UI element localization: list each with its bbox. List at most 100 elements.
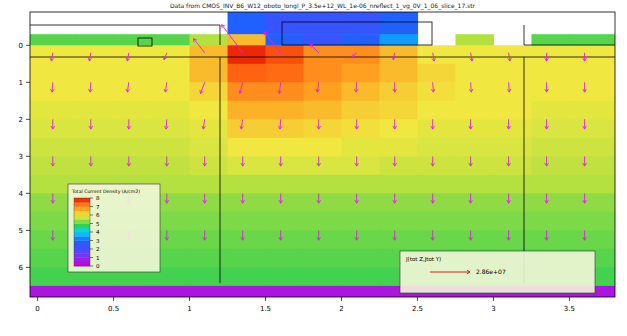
cell bbox=[455, 193, 494, 212]
vector-arrow bbox=[393, 230, 397, 240]
y-tick bbox=[26, 45, 30, 46]
cell bbox=[190, 230, 229, 249]
vector-arrow bbox=[431, 193, 435, 203]
vector-arrow bbox=[165, 230, 169, 240]
cell bbox=[417, 175, 456, 194]
cell bbox=[341, 249, 380, 268]
plot-frame bbox=[30, 12, 615, 297]
colorbar-band bbox=[74, 232, 90, 237]
x-tick-label: 3.5 bbox=[564, 305, 575, 313]
vector-arrow bbox=[583, 156, 587, 166]
cell bbox=[266, 64, 305, 83]
vector-arrow bbox=[583, 82, 587, 92]
y-tick bbox=[26, 267, 30, 268]
cell bbox=[228, 12, 267, 35]
vector-arrow bbox=[316, 82, 320, 92]
cell bbox=[76, 119, 115, 138]
cell bbox=[493, 101, 532, 120]
colorbar-band bbox=[74, 198, 90, 203]
vector-arrow bbox=[353, 53, 357, 57]
cell bbox=[531, 230, 570, 249]
colorbar-tick-label: 3 bbox=[96, 238, 100, 244]
vector-arrow bbox=[165, 193, 169, 203]
cell bbox=[266, 12, 305, 35]
cell bbox=[266, 193, 305, 212]
cell bbox=[531, 45, 570, 64]
structure-outline bbox=[30, 22, 615, 283]
cell bbox=[455, 138, 494, 157]
cell bbox=[152, 101, 191, 120]
x-tick-label: 2.5 bbox=[412, 305, 423, 313]
vector-arrow bbox=[51, 82, 55, 92]
x-tick bbox=[569, 297, 570, 301]
vector-arrow bbox=[279, 193, 283, 203]
vector-arrow bbox=[50, 53, 54, 61]
cell bbox=[417, 212, 456, 231]
vector-arrow bbox=[583, 53, 587, 61]
cell bbox=[152, 82, 191, 101]
cell bbox=[266, 119, 305, 138]
cell bbox=[304, 45, 343, 64]
colorbar-tick bbox=[90, 240, 93, 241]
colorbar-band bbox=[74, 258, 90, 263]
well-boundary bbox=[220, 57, 524, 283]
cell bbox=[228, 156, 267, 175]
cell bbox=[152, 138, 191, 157]
vector-arrow bbox=[508, 53, 512, 61]
cell bbox=[76, 64, 115, 83]
cell bbox=[76, 101, 115, 120]
vector-arrow bbox=[545, 82, 549, 92]
colorbar-band bbox=[74, 262, 90, 267]
cell bbox=[341, 230, 380, 249]
cell bbox=[493, 82, 532, 101]
y-tick-label: 4 bbox=[19, 190, 24, 198]
cell bbox=[304, 267, 343, 286]
cell bbox=[304, 138, 343, 157]
x-tick-label: 0 bbox=[35, 305, 39, 313]
vector-arrow bbox=[279, 230, 283, 240]
vector-arrow bbox=[469, 119, 473, 129]
cell bbox=[190, 101, 229, 120]
vector-arrow bbox=[507, 156, 511, 166]
cell bbox=[493, 138, 532, 157]
cell bbox=[341, 267, 380, 286]
y-tick-label: 2 bbox=[19, 116, 23, 124]
vector-arrow bbox=[126, 53, 130, 61]
cell bbox=[190, 267, 229, 286]
vector-arrow bbox=[583, 193, 587, 203]
cell bbox=[152, 156, 191, 175]
cell bbox=[379, 64, 418, 83]
cell bbox=[379, 34, 418, 46]
cell bbox=[76, 45, 115, 64]
cell bbox=[190, 212, 229, 231]
vector-arrow bbox=[355, 230, 359, 240]
cell bbox=[569, 212, 615, 231]
colorbar-band bbox=[74, 219, 90, 224]
vector-arrow bbox=[393, 193, 397, 203]
cell bbox=[114, 119, 153, 138]
vector-arrow bbox=[51, 193, 55, 203]
cell bbox=[190, 175, 229, 194]
cell bbox=[341, 119, 380, 138]
vector-arrow bbox=[507, 230, 511, 240]
colorbar-band bbox=[74, 236, 90, 241]
cell bbox=[76, 34, 115, 46]
colorbar-band bbox=[74, 249, 90, 254]
vector-arrow bbox=[392, 53, 395, 60]
cell bbox=[531, 138, 570, 157]
y-tick-label: 5 bbox=[19, 227, 23, 235]
cell bbox=[493, 193, 532, 212]
cell bbox=[30, 64, 76, 83]
cell bbox=[379, 119, 418, 138]
colorbar-tick bbox=[90, 198, 93, 199]
vector-arrow bbox=[469, 82, 473, 92]
cell bbox=[190, 64, 229, 83]
y-tick-label: 1 bbox=[19, 79, 23, 87]
cell bbox=[114, 45, 153, 64]
cell bbox=[379, 45, 418, 64]
cell bbox=[266, 156, 305, 175]
cell bbox=[493, 156, 532, 175]
cell bbox=[76, 138, 115, 157]
cell bbox=[493, 64, 532, 83]
cell bbox=[76, 156, 115, 175]
